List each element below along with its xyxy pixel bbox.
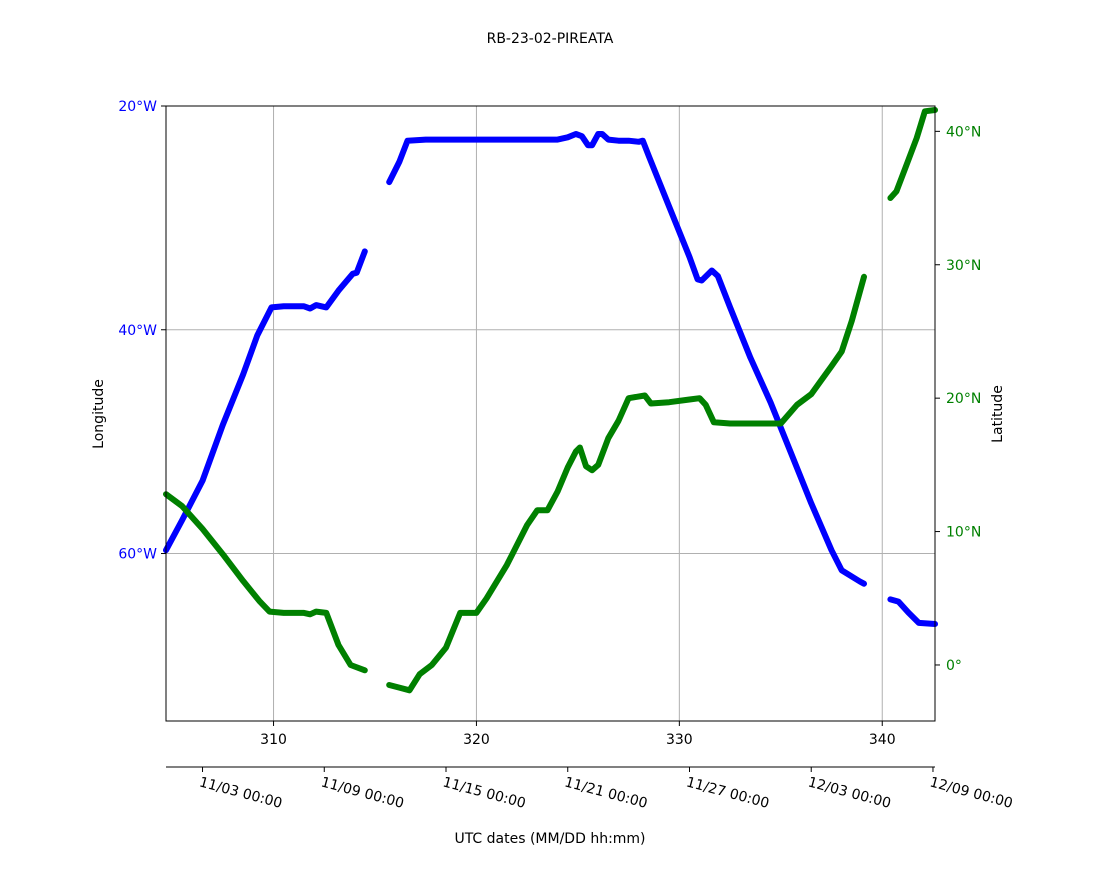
series-lines (163, 107, 938, 694)
grid-lines (166, 105, 935, 721)
date-tick-label: 12/03 00:00 (806, 774, 892, 811)
right-y-tick-label: 10°N (946, 525, 981, 541)
left-y-tick-label: 20°W (118, 99, 157, 115)
left-y-axis-label: Longitude (91, 379, 107, 449)
right-y-axis-label: Latitude (990, 385, 1006, 443)
left-y-tick-label: 60°W (118, 547, 157, 563)
longitude-series-segment (163, 248, 368, 554)
plot-frame (165, 105, 936, 722)
latitude-series-segment (887, 107, 938, 201)
latitude-series-segment (386, 273, 867, 694)
x-axis-label: UTC dates (MM/DD hh:mm) (454, 831, 645, 847)
longitude-series-segment (887, 596, 938, 627)
right-y-tick-label: 20°N (946, 391, 981, 407)
date-tick-label: 11/15 00:00 (441, 774, 527, 811)
x-tick-label: 310 (260, 732, 287, 748)
longitude-series-segment (386, 131, 867, 587)
date-tick-label: 11/27 00:00 (684, 774, 770, 811)
x-tick-label: 330 (666, 732, 693, 748)
date-tick-label: 11/09 00:00 (319, 774, 405, 811)
date-tick-label: 12/09 00:00 (928, 774, 1014, 811)
x-axis: 310 320 330 340 (260, 721, 896, 748)
right-y-axis: 0° 10°N 20°N 30°N 40°N (935, 124, 981, 674)
latitude-series-segment (163, 491, 368, 674)
date-tick-label: 11/03 00:00 (197, 774, 283, 811)
date-axis: 11/03 00:00 11/09 00:00 11/15 00:00 11/21 0… (166, 766, 1014, 812)
date-tick-label: 11/21 00:00 (563, 774, 649, 811)
x-tick-label: 320 (463, 732, 490, 748)
chart-title: RB-23-02-PIREATA (487, 31, 614, 47)
right-y-tick-label: 0° (946, 658, 962, 674)
right-y-tick-label: 30°N (946, 258, 981, 274)
right-y-tick-label: 40°N (946, 124, 981, 140)
left-y-axis: 20°W 40°W 60°W (118, 99, 166, 563)
x-tick-label: 340 (869, 732, 896, 748)
left-y-tick-label: 40°W (118, 323, 157, 339)
